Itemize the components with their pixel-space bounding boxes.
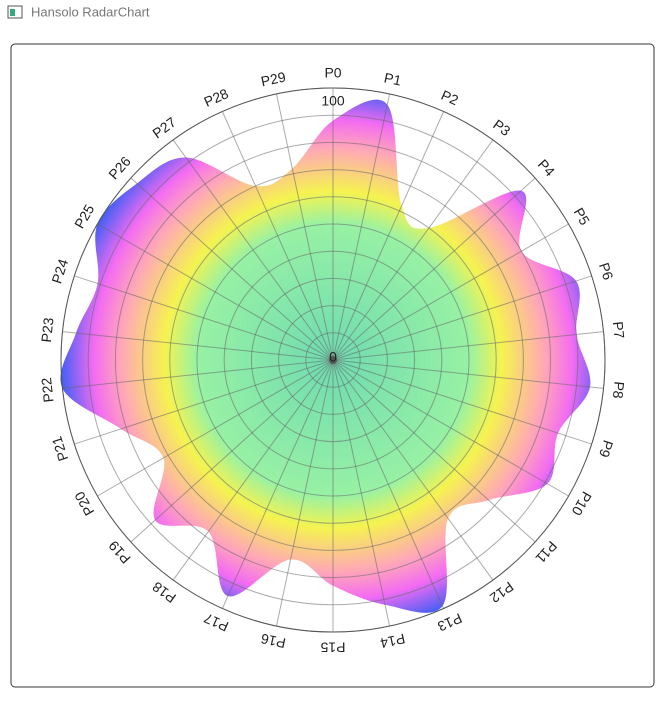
spoke bbox=[332, 331, 604, 361]
category-label: P5 bbox=[571, 205, 594, 228]
spoke bbox=[332, 359, 391, 627]
category-label: P9 bbox=[596, 438, 617, 459]
spoke bbox=[332, 359, 604, 389]
spoke bbox=[62, 331, 334, 361]
spoke bbox=[74, 275, 334, 361]
spoke bbox=[221, 359, 334, 609]
spoke bbox=[275, 93, 334, 361]
spoke bbox=[332, 93, 391, 361]
spoke bbox=[221, 111, 334, 361]
spoke bbox=[332, 359, 592, 445]
spoke bbox=[332, 359, 536, 543]
title-bar bbox=[0, 0, 672, 26]
category-label: P1 bbox=[383, 69, 403, 88]
category-label: P22 bbox=[38, 377, 57, 404]
spoke bbox=[97, 359, 334, 497]
category-label: P6 bbox=[596, 261, 617, 282]
spoke bbox=[97, 223, 334, 361]
spoke bbox=[332, 359, 445, 609]
spoke bbox=[62, 359, 334, 389]
category-label: P24 bbox=[48, 257, 71, 286]
category-label: P7 bbox=[610, 321, 628, 340]
spoke bbox=[332, 275, 592, 361]
window-title: Hansolo RadarChart bbox=[31, 4, 150, 19]
category-label: P2 bbox=[439, 87, 461, 109]
spoke bbox=[332, 359, 569, 497]
center bbox=[329, 356, 337, 364]
outer-ring bbox=[60, 87, 606, 633]
r-tick-label: 0 bbox=[329, 349, 337, 365]
category-label: P23 bbox=[38, 317, 57, 344]
category-label: P8 bbox=[610, 381, 628, 400]
spoke bbox=[332, 111, 445, 361]
radar-area bbox=[60, 99, 591, 613]
spoke bbox=[130, 359, 334, 543]
app-icon-fill bbox=[10, 9, 15, 16]
category-label: P16 bbox=[259, 631, 287, 652]
category-label: P14 bbox=[379, 631, 407, 652]
app-icon bbox=[7, 5, 23, 19]
spoke bbox=[172, 139, 334, 361]
category-label: P29 bbox=[259, 69, 287, 90]
category-label: P15 bbox=[320, 639, 345, 655]
spoke bbox=[332, 177, 536, 361]
spoke bbox=[332, 223, 569, 361]
spoke bbox=[172, 359, 334, 581]
spoke bbox=[130, 177, 334, 361]
spoke bbox=[74, 359, 334, 445]
spoke bbox=[332, 139, 494, 361]
category-label: P0 bbox=[324, 65, 341, 81]
spoke bbox=[275, 359, 334, 627]
spoke bbox=[332, 359, 494, 581]
r-tick-label: 100 bbox=[321, 93, 345, 109]
category-label: P21 bbox=[48, 434, 71, 463]
